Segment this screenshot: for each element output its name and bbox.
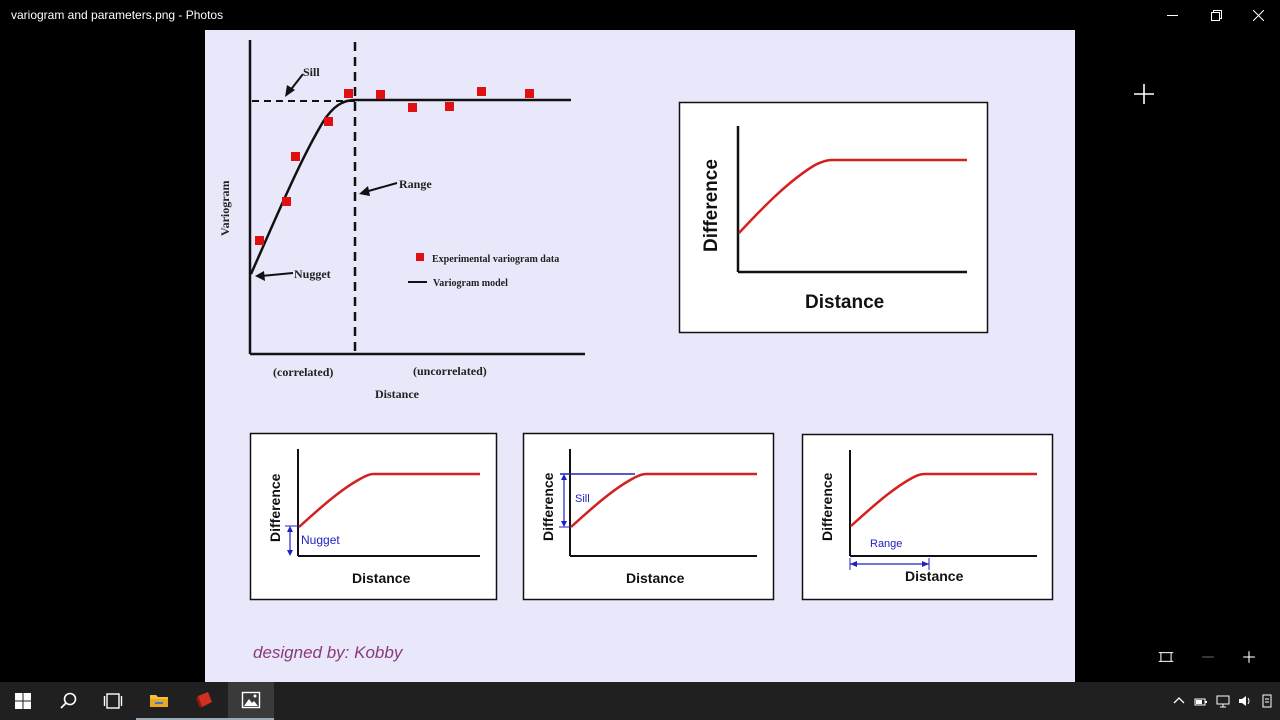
range-model-curve — [850, 472, 1037, 527]
range-y-label: Difference — [819, 472, 835, 541]
network-icon[interactable] — [1216, 694, 1230, 708]
file-explorer-button[interactable] — [136, 682, 182, 720]
notification-icon[interactable] — [1260, 694, 1274, 708]
data-point — [255, 236, 264, 245]
range-label: Range — [399, 177, 432, 191]
data-point — [408, 103, 417, 112]
photo-image: Sill Range Nugget Variogram (correlated)… — [205, 30, 1075, 682]
legend-point-marker — [416, 253, 424, 261]
data-point — [291, 152, 300, 161]
main-variogram-chart: Sill Range Nugget Variogram (correlated)… — [218, 40, 585, 401]
close-button[interactable] — [1236, 0, 1280, 30]
legend-points-label: Experimental variogram data — [432, 254, 559, 265]
plus-icon — [1134, 84, 1154, 104]
variogram-model-curve — [249, 98, 571, 275]
data-point — [324, 117, 333, 126]
uncorrelated-label: (uncorrelated) — [413, 364, 487, 378]
task-view-icon — [103, 693, 123, 709]
credit-text: designed by: Kobby — [253, 643, 404, 662]
zoom-out-icon — [1202, 656, 1214, 658]
data-point — [282, 197, 291, 206]
top-right-model-curve — [738, 158, 967, 234]
system-tray — [1172, 682, 1274, 720]
taskbar — [0, 682, 1280, 720]
experimental-points — [255, 87, 534, 245]
add-button[interactable] — [1129, 79, 1159, 109]
close-icon — [1252, 9, 1264, 21]
fit-to-window-icon — [1158, 652, 1174, 662]
nugget-label: Nugget — [294, 267, 331, 281]
top-right-panel: Difference Distance — [678, 101, 989, 334]
minimize-icon — [1166, 14, 1178, 16]
main-y-label: Variogram — [218, 180, 232, 236]
range-panel: Range Difference Distance — [801, 433, 1054, 601]
sill-panel: Sill Difference Distance — [522, 432, 775, 601]
volume-icon[interactable] — [1238, 694, 1252, 708]
data-point — [477, 87, 486, 96]
restore-icon — [1210, 9, 1222, 21]
data-point — [344, 89, 353, 98]
zoom-in-button[interactable] — [1234, 642, 1264, 672]
window-title: variogram and parameters.png - Photos — [11, 8, 224, 22]
main-x-label: Distance — [375, 387, 420, 401]
title-bar: variogram and parameters.png - Photos — [0, 0, 1280, 30]
top-right-y-label: Difference — [701, 159, 722, 252]
sill-annotation: Sill — [575, 493, 590, 505]
nugget-x-label: Distance — [352, 570, 411, 586]
sill-label: Sill — [303, 65, 320, 79]
nugget-panel: Nugget Difference Distance — [249, 432, 498, 601]
start-button[interactable] — [0, 682, 46, 720]
zoom-out-button[interactable] — [1193, 642, 1223, 672]
variogram-figure: Sill Range Nugget Variogram (correlated)… — [218, 40, 1054, 662]
minimize-button[interactable] — [1150, 0, 1194, 30]
fit-to-window-button[interactable] — [1151, 642, 1181, 672]
sill-x-label: Distance — [626, 570, 685, 586]
data-point — [445, 102, 454, 111]
range-annotation: Range — [870, 538, 902, 550]
legend-line-label: Variogram model — [433, 278, 508, 289]
nugget-annotation: Nugget — [301, 533, 340, 547]
battery-icon[interactable] — [1194, 694, 1208, 708]
app-button[interactable] — [182, 682, 228, 720]
task-view-button[interactable] — [90, 682, 136, 720]
top-right-x-label: Distance — [805, 292, 884, 313]
windows-logo-icon — [15, 693, 31, 709]
data-point — [525, 89, 534, 98]
sill-y-label: Difference — [540, 472, 556, 541]
search-button[interactable] — [46, 682, 92, 720]
chevron-up-icon[interactable] — [1172, 694, 1186, 708]
folder-icon — [150, 695, 168, 707]
nugget-model-curve — [298, 472, 480, 528]
correlated-label: (correlated) — [273, 365, 333, 379]
range-x-label: Distance — [905, 568, 964, 584]
photos-icon — [241, 691, 261, 709]
nugget-y-label: Difference — [267, 473, 283, 542]
data-point — [376, 90, 385, 99]
restore-button[interactable] — [1194, 0, 1238, 30]
sill-model-curve — [570, 472, 757, 528]
app-icon — [196, 692, 212, 708]
photos-app-button[interactable] — [228, 682, 274, 720]
search-icon — [60, 692, 77, 709]
zoom-in-icon — [1243, 651, 1255, 663]
